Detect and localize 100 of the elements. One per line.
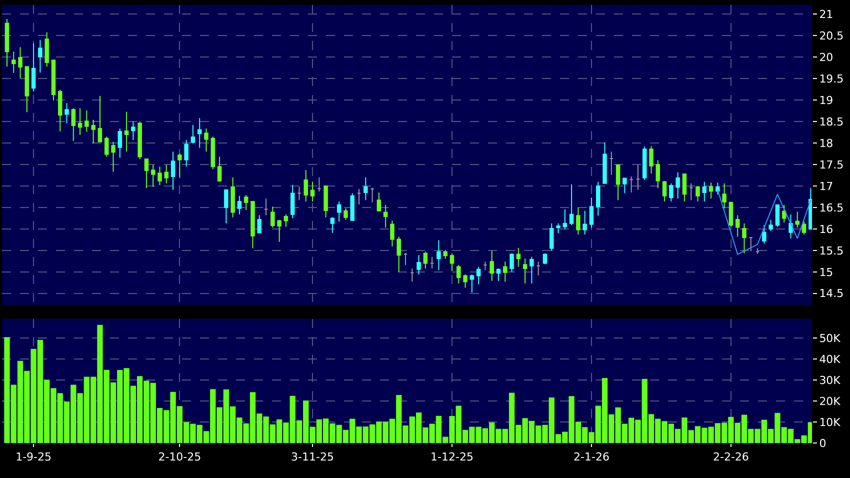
candlestick <box>530 256 534 284</box>
y-tick-label: 19.5 <box>819 72 844 86</box>
candlestick <box>410 268 414 282</box>
candlestick <box>775 204 780 228</box>
candlestick <box>503 261 508 282</box>
candlestick <box>755 248 760 254</box>
y-tick-label: 14.5 <box>819 287 844 300</box>
candlestick <box>742 222 746 254</box>
candlestick <box>616 164 620 201</box>
candlestick <box>682 173 687 202</box>
candlestick <box>330 216 335 234</box>
y-tick-label: 15 <box>819 266 834 279</box>
candlestick <box>550 222 554 252</box>
candlestick <box>463 274 468 288</box>
candlestick <box>676 172 680 199</box>
candlestick <box>728 201 734 228</box>
candlestick <box>589 197 594 228</box>
line-series <box>717 189 812 255</box>
candlestick <box>762 224 766 244</box>
candlestick <box>230 176 235 218</box>
candlestick <box>390 220 394 248</box>
candlestick <box>91 119 96 144</box>
y-tick-label: 50K <box>819 332 842 345</box>
candlestick <box>38 39 42 74</box>
candlestick <box>696 186 700 202</box>
candlestick <box>210 136 216 170</box>
candlestick <box>31 42 36 92</box>
candlestick <box>64 102 69 124</box>
candlestick <box>416 254 421 275</box>
candlestick <box>310 181 315 202</box>
y-tick-label: 21 <box>819 8 834 22</box>
candlestick <box>496 268 501 282</box>
candlestick <box>788 214 793 239</box>
y-tick-label: 17 <box>819 180 834 193</box>
candlestick <box>250 200 255 249</box>
candlestick <box>336 200 342 222</box>
y-tick-label: 16.5 <box>819 201 844 214</box>
y-tick-label: 30K <box>819 374 842 387</box>
candlestick <box>178 152 182 178</box>
candlestick <box>470 274 474 294</box>
candlestick <box>44 32 49 68</box>
candlestick <box>808 188 812 230</box>
candlestick <box>24 66 30 113</box>
candlestick <box>602 142 607 184</box>
candlestick <box>12 51 16 74</box>
candlestick <box>436 240 441 271</box>
candlestick <box>768 219 773 232</box>
candlestick <box>569 184 574 226</box>
candlestick <box>84 110 89 132</box>
candlestick <box>396 236 401 272</box>
candlestick <box>490 250 494 282</box>
candlestick <box>370 187 374 203</box>
y-tick-label: 20 <box>819 51 834 64</box>
candlestick <box>483 261 488 271</box>
candlestick <box>257 214 262 234</box>
y-tick-label: 17.5 <box>819 158 844 172</box>
candlestick <box>71 108 76 142</box>
x-tick-label: 2-2-26 <box>713 450 749 464</box>
candlestick <box>197 118 202 148</box>
candlestick <box>716 182 720 196</box>
candlestick <box>111 141 116 172</box>
candlestick <box>609 151 614 176</box>
candlestick <box>131 121 136 141</box>
candlestick <box>138 121 142 160</box>
x-tick-label: 2-10-25 <box>158 450 202 464</box>
candlestick <box>98 95 102 142</box>
candlestick <box>662 180 667 202</box>
candlestick <box>344 208 348 220</box>
candlestick <box>562 208 568 230</box>
candlestick <box>649 146 654 174</box>
candlestick <box>204 128 208 152</box>
candlestick <box>476 266 481 285</box>
y-tick-label: 15.5 <box>819 244 844 258</box>
candlestick <box>656 160 660 189</box>
candlestick <box>629 176 634 193</box>
candlestick <box>636 164 640 190</box>
candlestick <box>237 195 242 215</box>
candlestick <box>170 151 176 190</box>
candlestick <box>722 182 726 209</box>
y-tick-label: 18 <box>819 136 834 150</box>
candlestick <box>78 108 82 136</box>
candlestick <box>450 252 454 272</box>
y-tick-label: 0 <box>819 436 826 450</box>
candlestick <box>516 247 521 268</box>
candlestick <box>556 222 560 234</box>
candlestick <box>4 18 10 68</box>
candlestick <box>244 194 248 211</box>
y-tick-label: 20.5 <box>819 30 844 43</box>
candlestick <box>456 264 461 284</box>
candlestick <box>277 219 282 242</box>
y-tick-label: 16 <box>819 222 834 236</box>
candlestick <box>582 210 587 236</box>
candlestick <box>376 192 382 212</box>
candlestick <box>164 164 169 184</box>
candlestick <box>150 164 156 188</box>
y-tick-label: 10K <box>819 416 842 429</box>
x-tick-label: 3-11-25 <box>291 450 334 464</box>
candlestick <box>702 181 707 202</box>
candlestick <box>510 252 514 272</box>
candlestick <box>224 189 228 224</box>
